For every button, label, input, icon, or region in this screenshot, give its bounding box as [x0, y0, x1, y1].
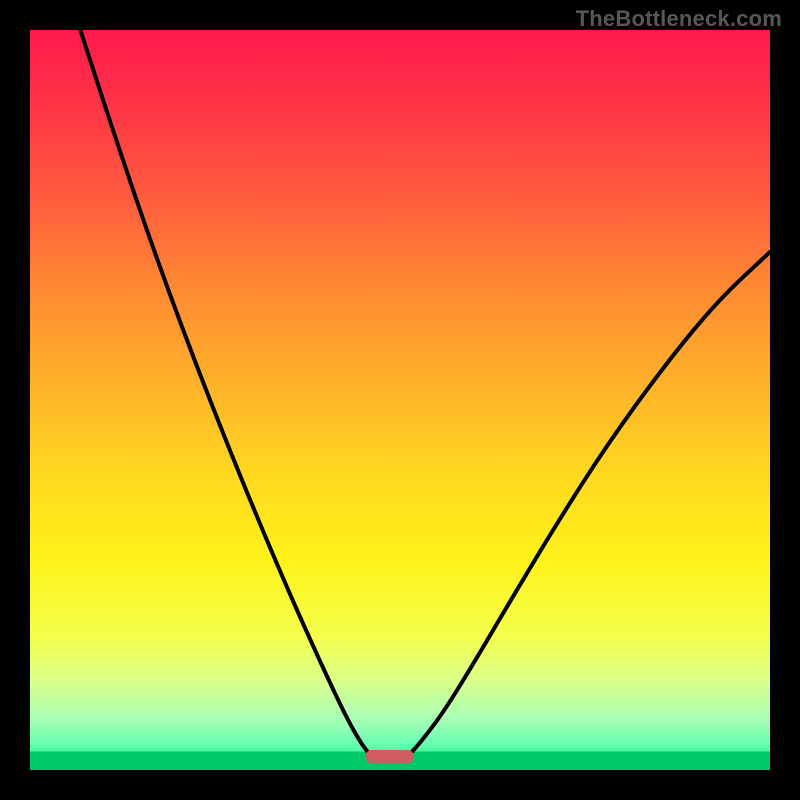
plot-background: [30, 30, 770, 770]
figure-frame: TheBottleneck.com: [0, 0, 800, 800]
bottleneck-curve-plot: [0, 0, 800, 800]
watermark-text: TheBottleneck.com: [576, 6, 782, 32]
min-marker: [366, 750, 414, 763]
